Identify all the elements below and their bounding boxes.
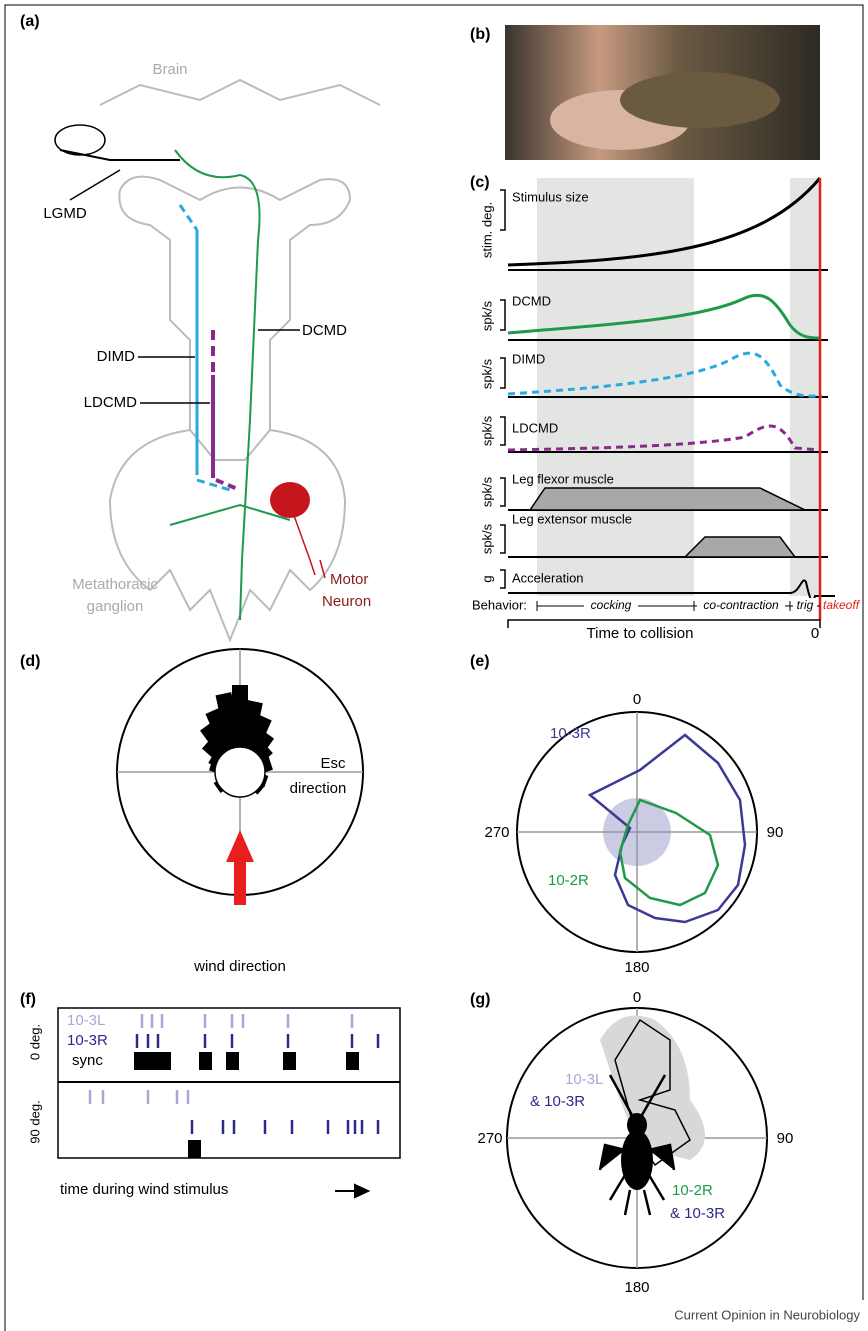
behavior-label: Behavior: xyxy=(472,597,527,612)
row-label: 10-3L xyxy=(67,1012,105,1029)
series-label: & 10-3R xyxy=(670,1205,725,1222)
phase-label: takeoff xyxy=(823,598,861,612)
angle-label: 180 xyxy=(624,1279,649,1296)
unit-brackets xyxy=(500,190,505,588)
spikes-10-3R xyxy=(137,1034,378,1134)
sync-blocks xyxy=(134,1052,359,1158)
trace-label: Leg flexor muscle xyxy=(512,471,614,486)
unit-label: spk/s xyxy=(479,523,494,554)
series-label: 10-3R xyxy=(550,725,591,742)
panel-label: (c) xyxy=(470,174,490,191)
spikes-10-3L xyxy=(90,1014,352,1104)
panel-label: (e) xyxy=(470,653,490,670)
x-axis-label: Time to collision xyxy=(587,625,694,642)
ldcmd-label: LDCMD xyxy=(84,394,138,411)
esc-label: Esc xyxy=(320,755,346,772)
angle-label: 90 xyxy=(767,824,784,841)
extensor-burst xyxy=(685,537,795,557)
neurons xyxy=(60,150,315,620)
phase-label: co-contraction xyxy=(703,598,779,612)
motor-label: Motor xyxy=(330,571,368,588)
series-label: 10-3L xyxy=(565,1071,603,1088)
footer: Current Opinion in Neurobiology xyxy=(674,1307,860,1322)
trace-label: DIMD xyxy=(512,351,545,366)
lgmd-label: LGMD xyxy=(43,205,87,222)
figure: (a) Brain LGMD DCMD DIMD LDCMD Metathora… xyxy=(0,0,868,1331)
row-label: sync xyxy=(72,1052,103,1069)
phase-label: cocking xyxy=(591,598,632,612)
trace-label: DCMD xyxy=(512,293,551,308)
flexor-burst xyxy=(530,488,805,510)
rose-center xyxy=(215,747,265,797)
angle-label: 270 xyxy=(477,1130,502,1147)
series-label: 10-2R xyxy=(548,872,589,889)
x-axis-end: 0 xyxy=(811,625,819,642)
lgmd-dendrite xyxy=(55,125,105,155)
shade xyxy=(790,178,820,596)
condition-label: 0 deg. xyxy=(27,1024,42,1060)
series-label: 10-2R xyxy=(672,1182,713,1199)
angle-label: 180 xyxy=(624,959,649,976)
anatomy-outline xyxy=(100,80,380,640)
unit-label: spk/s xyxy=(479,300,494,331)
wind-label: wind direction xyxy=(193,958,286,975)
esc-label: direction xyxy=(290,780,347,797)
time-arrow xyxy=(335,1185,368,1197)
angle-label: 90 xyxy=(777,1130,794,1147)
ganglion-label: Metathoracic xyxy=(72,576,158,593)
unit-label: spk/s xyxy=(479,415,494,446)
unit-label: stim. deg. xyxy=(479,202,494,258)
panel-label: (g) xyxy=(470,991,490,1008)
condition-label: 90 deg. xyxy=(27,1100,42,1143)
motor-neuron-soma xyxy=(270,482,310,518)
motor-label: Neuron xyxy=(322,593,371,610)
trace-label: LDCMD xyxy=(512,420,558,435)
dcmd-label: DCMD xyxy=(302,322,347,339)
panel-label: (b) xyxy=(470,26,490,43)
angle-label: 270 xyxy=(484,824,509,841)
phase-label: trig xyxy=(797,598,814,612)
ganglion-label: ganglion xyxy=(87,598,144,615)
x-axis-label: time during wind stimulus xyxy=(60,1181,228,1198)
panel-label: (d) xyxy=(20,653,40,670)
trace-label: Stimulus size xyxy=(512,189,589,204)
angle-label: 0 xyxy=(633,989,641,1006)
shade xyxy=(537,178,694,596)
trace-label: Leg extensor muscle xyxy=(512,511,632,526)
unit-label: spk/s xyxy=(479,358,494,389)
unit-label: g xyxy=(479,575,494,582)
panel-label: (a) xyxy=(20,13,40,30)
unit-label: spk/s xyxy=(479,476,494,507)
dimd-label: DIMD xyxy=(97,348,135,365)
angle-label: 0 xyxy=(633,691,641,708)
frame xyxy=(5,5,863,1331)
trace-label: Acceleration xyxy=(512,570,584,585)
panel-label: (f) xyxy=(20,991,36,1008)
series-label: & 10-3R xyxy=(530,1093,585,1110)
photo-locust xyxy=(620,72,780,128)
brain-label: Brain xyxy=(152,61,187,78)
row-label: 10-3R xyxy=(67,1032,108,1049)
